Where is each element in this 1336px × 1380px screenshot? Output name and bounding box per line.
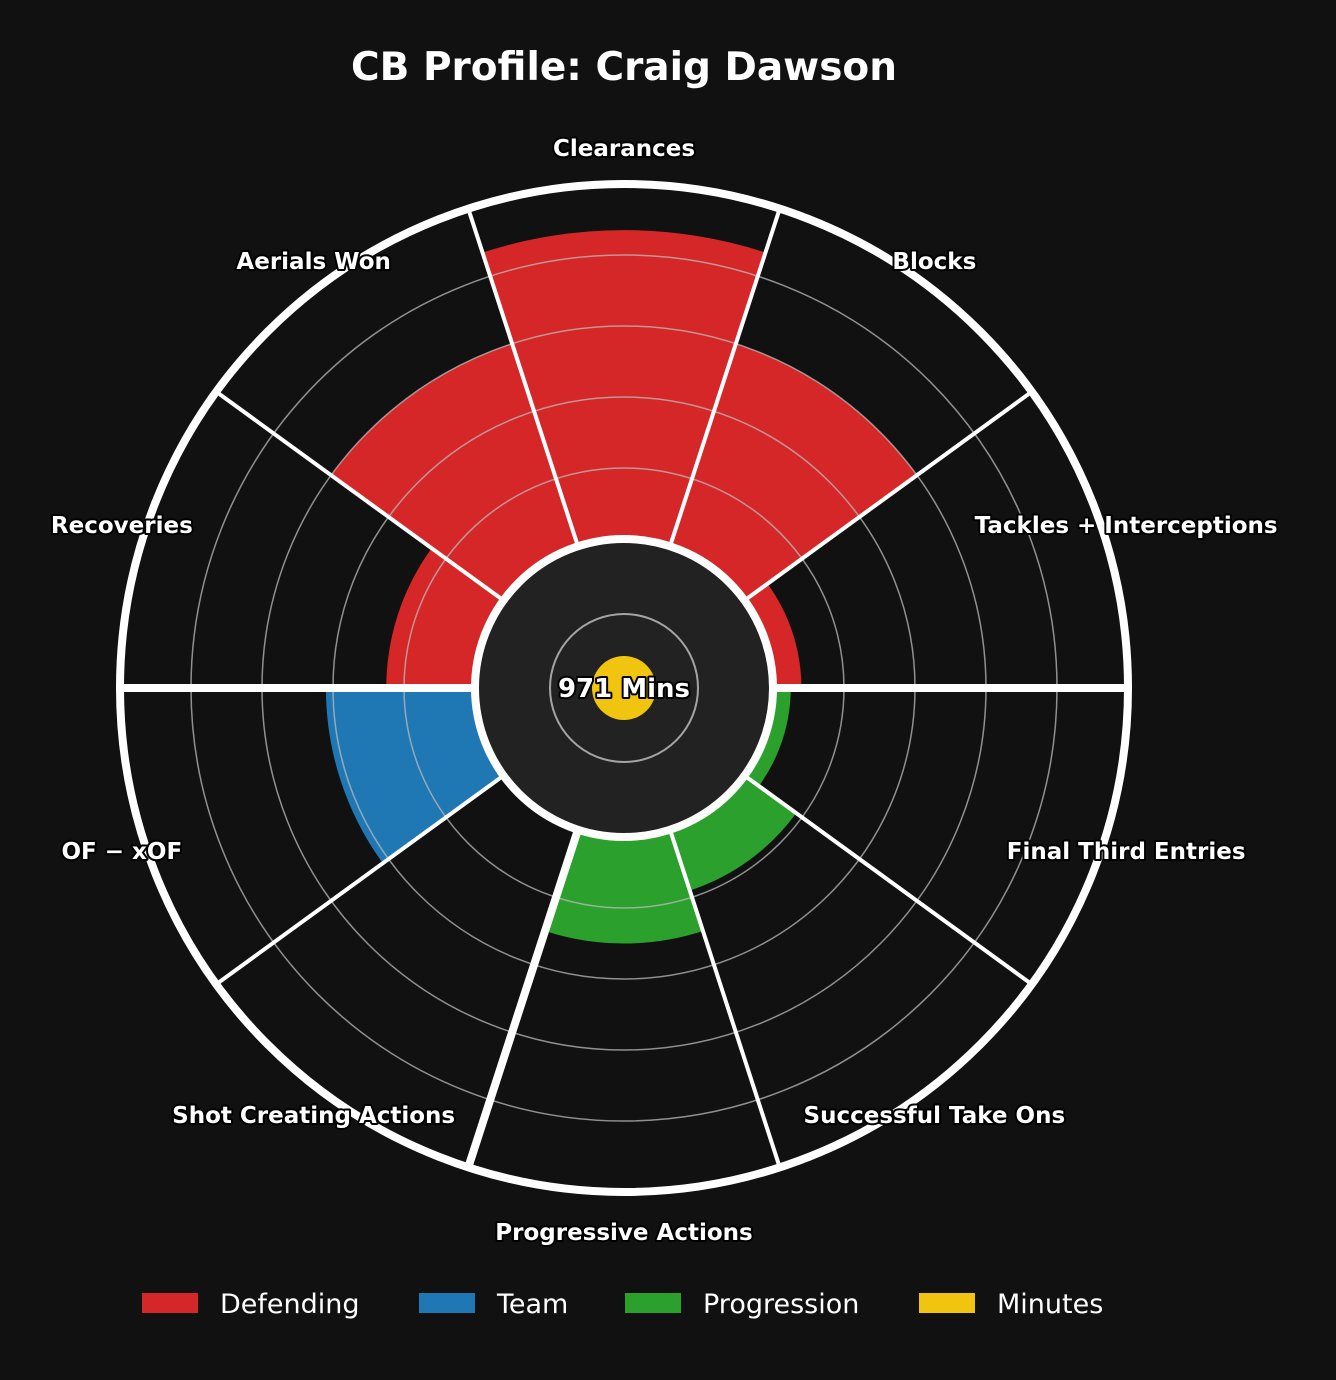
bar-aerials-won (331, 343, 578, 601)
category-divider (466, 208, 580, 547)
label-recoveries: Recoveries (51, 513, 193, 539)
label-aerials-won: Aerials Won (236, 249, 390, 275)
bar-progressive-actions (545, 829, 703, 944)
group-divider (464, 828, 582, 1169)
category-divider (743, 390, 1033, 603)
label-clearances: Clearances (553, 136, 695, 162)
legend-label-defending: Defending (220, 1289, 360, 1320)
category-divider (743, 773, 1033, 986)
legend-swatch-progression (625, 1293, 681, 1313)
category-divider (668, 829, 782, 1168)
center-ring (549, 613, 699, 763)
label-tackles-interceptions: Tackles + Interceptions (975, 513, 1278, 539)
legend-label-progression: Progression (703, 1289, 859, 1320)
legend-label-team: Team (496, 1289, 568, 1320)
bar-tackles-interceptions (744, 583, 802, 688)
legend-swatch-minutes (919, 1293, 975, 1313)
label-blocks: Blocks (892, 249, 976, 275)
bar-blocks (670, 343, 917, 601)
legend-swatch-defending (142, 1293, 198, 1313)
legend: Defending Team Progression Minutes (142, 1289, 1103, 1320)
spokes-layer (120, 208, 1128, 1169)
minutes-label: 971 Mins (558, 674, 690, 704)
legend-swatch-team (419, 1293, 475, 1313)
label-shot-creating-actions: Shot Creating Actions (172, 1103, 455, 1129)
category-divider (215, 390, 505, 603)
label-progressive-actions: Progressive Actions (495, 1220, 752, 1246)
label-of-xof: OF − xOF (62, 839, 183, 865)
label-successful-take-ons: Successful Take Ons (804, 1103, 1066, 1129)
category-labels: Clearances Blocks Tackles + Interceptions F… (49, 134, 1280, 1248)
chart-title: CB Profile: Craig Dawson (351, 45, 897, 90)
bar-of-xof (325, 688, 504, 864)
bar-recoveries (386, 548, 504, 688)
category-divider (668, 208, 782, 547)
label-final-third-entries: Final Third Entries (1007, 839, 1246, 865)
center-hub: 971 Mins (471, 535, 777, 841)
minutes-dot (592, 656, 656, 720)
category-divider (215, 773, 505, 986)
bar-successful-take-ons (670, 775, 797, 891)
legend-label-minutes: Minutes (997, 1289, 1103, 1320)
